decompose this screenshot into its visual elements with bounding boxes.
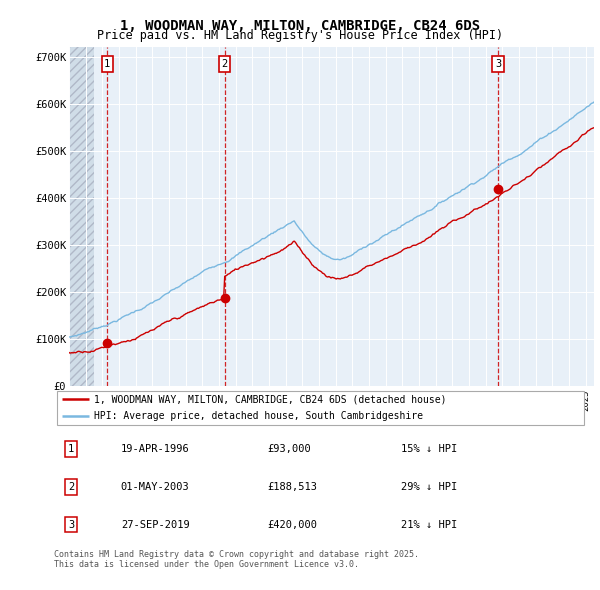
Text: 15% ↓ HPI: 15% ↓ HPI [401, 444, 457, 454]
Text: 27-SEP-2019: 27-SEP-2019 [121, 520, 190, 529]
Text: 3: 3 [68, 520, 74, 529]
Text: Price paid vs. HM Land Registry's House Price Index (HPI): Price paid vs. HM Land Registry's House … [97, 30, 503, 42]
Text: 29% ↓ HPI: 29% ↓ HPI [401, 482, 457, 491]
Text: £93,000: £93,000 [268, 444, 311, 454]
Text: Contains HM Land Registry data © Crown copyright and database right 2025.
This d: Contains HM Land Registry data © Crown c… [54, 550, 419, 569]
Text: 1: 1 [68, 444, 74, 454]
Text: 3: 3 [495, 59, 501, 69]
Text: HPI: Average price, detached house, South Cambridgeshire: HPI: Average price, detached house, Sout… [94, 411, 423, 421]
Text: £188,513: £188,513 [268, 482, 317, 491]
FancyBboxPatch shape [56, 391, 584, 425]
Text: 1, WOODMAN WAY, MILTON, CAMBRIDGE, CB24 6DS (detached house): 1, WOODMAN WAY, MILTON, CAMBRIDGE, CB24 … [94, 394, 446, 404]
Text: 01-MAY-2003: 01-MAY-2003 [121, 482, 190, 491]
Bar [69, 47, 94, 386]
Text: 2: 2 [221, 59, 227, 69]
Text: 1, WOODMAN WAY, MILTON, CAMBRIDGE, CB24 6DS: 1, WOODMAN WAY, MILTON, CAMBRIDGE, CB24 … [120, 19, 480, 33]
Text: 19-APR-1996: 19-APR-1996 [121, 444, 190, 454]
Text: 1: 1 [104, 59, 110, 69]
Text: 21% ↓ HPI: 21% ↓ HPI [401, 520, 457, 529]
Text: £420,000: £420,000 [268, 520, 317, 529]
Text: 2: 2 [68, 482, 74, 491]
